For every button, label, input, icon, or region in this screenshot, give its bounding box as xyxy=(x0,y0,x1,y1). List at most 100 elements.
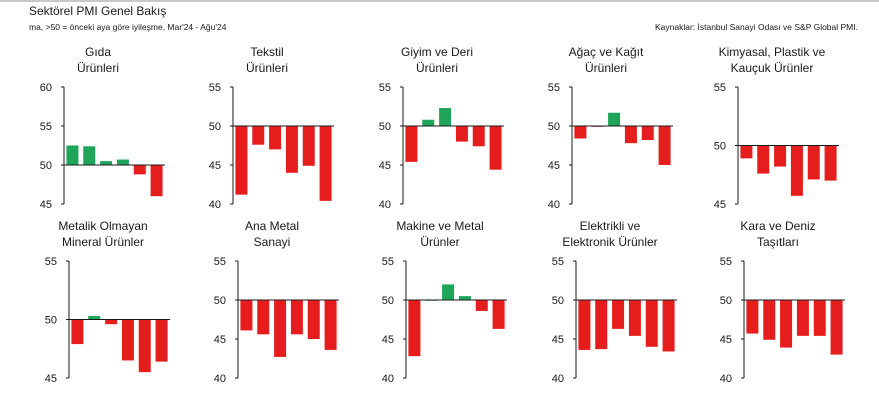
bar xyxy=(121,319,134,361)
bar xyxy=(740,145,753,159)
bar xyxy=(595,300,608,350)
bar xyxy=(422,119,435,126)
panel-title: Metalik Olmayan Mineral Ürünler xyxy=(58,219,148,249)
chart-panel-tekstil: Tekstil Ürünleri 40 45 50 55 xyxy=(197,44,367,219)
bar xyxy=(138,319,151,373)
bar xyxy=(757,145,770,174)
bar xyxy=(319,126,332,201)
chart-svg: 40 45 50 55 xyxy=(382,256,507,385)
chart-svg: 45 50 55 xyxy=(45,256,170,385)
y-tick-label: 45 xyxy=(382,334,394,346)
y-tick-label: 50 xyxy=(379,121,391,133)
chart-svg: 40 45 50 55 xyxy=(214,256,339,385)
bar xyxy=(608,112,621,126)
y-tick-label: 55 xyxy=(382,256,394,268)
chart-panel-kara-deniz: Kara ve Deniz Taşıtları 40 45 50 55 xyxy=(708,218,878,393)
bar xyxy=(624,126,637,144)
y-tick-label: 55 xyxy=(714,82,726,94)
panel-title: Ağaç ve Kağıt Ürünleri xyxy=(568,45,644,75)
y-tick-label: 50 xyxy=(548,121,560,133)
bar xyxy=(439,108,452,126)
y-tick-label: 60 xyxy=(40,82,52,94)
y-tick-label: 45 xyxy=(548,160,560,172)
y-tick-label: 55 xyxy=(45,256,57,268)
bar xyxy=(88,315,101,320)
panel-title: Makine ve Metal Ürünler xyxy=(396,219,484,249)
y-tick-label: 55 xyxy=(720,256,732,268)
chart-svg: 40 45 50 55 xyxy=(720,256,845,385)
bar xyxy=(813,300,826,336)
bar xyxy=(662,300,675,352)
y-tick-label: 45 xyxy=(209,160,221,172)
bar xyxy=(796,300,809,336)
y-tick-label: 55 xyxy=(548,82,560,94)
y-tick-label: 50 xyxy=(45,315,57,327)
bar xyxy=(274,300,287,357)
bar xyxy=(790,145,803,196)
bar xyxy=(302,126,315,166)
bar xyxy=(824,145,837,181)
chart-svg: 40 45 50 55 xyxy=(548,82,673,211)
page-subtitle: ma, >50 = önceki aya göre iyileşme, Mar'… xyxy=(29,22,227,32)
bar xyxy=(83,146,96,165)
bar xyxy=(641,126,654,141)
chart-panel-gida: Gıda Ürünleri 45 50 55 60 xyxy=(28,44,198,219)
y-tick-label: 55 xyxy=(214,256,226,268)
bar xyxy=(240,300,253,331)
y-tick-label: 45 xyxy=(714,199,726,211)
y-tick-label: 40 xyxy=(379,199,391,211)
bar xyxy=(774,145,787,167)
y-tick-label: 50 xyxy=(720,295,732,307)
chart-panel-elektrikli: Elektrikli ve Elektronik Ürünler 40 45 50 55 xyxy=(540,218,710,393)
chart-panel-agac-kagit: Ağaç ve Kağıt Ürünleri 40 45 50 55 xyxy=(536,44,706,219)
bar xyxy=(442,284,455,300)
y-tick-label: 55 xyxy=(209,82,221,94)
chart-svg: 45 50 55 xyxy=(714,82,839,211)
bar xyxy=(105,319,118,325)
top-rule xyxy=(0,0,879,2)
page-title: Sektörel PMI Genel Bakış xyxy=(29,4,167,18)
y-tick-label: 45 xyxy=(720,334,732,346)
bar xyxy=(252,126,265,145)
bar xyxy=(458,296,471,300)
bar xyxy=(307,300,320,339)
chart-panel-kimyasal: Kimyasal, Plastik ve Kauçuk Ürünler 45 50 55 xyxy=(702,44,872,219)
y-tick-label: 45 xyxy=(379,160,391,172)
y-tick-label: 50 xyxy=(214,295,226,307)
chart-panel-makine-metal: Makine ve Metal Ürünler 40 45 50 55 xyxy=(370,218,540,393)
bar xyxy=(100,161,113,165)
y-tick-label: 55 xyxy=(379,82,391,94)
y-tick-label: 45 xyxy=(552,334,564,346)
y-tick-label: 40 xyxy=(214,373,226,385)
bar xyxy=(257,300,270,335)
bar xyxy=(763,300,776,340)
y-tick-label: 55 xyxy=(40,121,52,133)
bar xyxy=(324,300,337,350)
panel-title: Giyim ve Deri Ürünleri xyxy=(400,45,473,75)
bar xyxy=(455,126,468,142)
panel-title: Ana Metal Sanayi xyxy=(244,219,300,249)
y-tick-label: 40 xyxy=(720,373,732,385)
chart-svg: 40 45 50 55 xyxy=(379,82,504,211)
bar xyxy=(155,319,168,362)
y-tick-label: 50 xyxy=(209,121,221,133)
bar xyxy=(807,145,820,180)
bar xyxy=(574,126,587,139)
bar xyxy=(71,319,84,345)
y-tick-label: 50 xyxy=(552,295,564,307)
bar xyxy=(628,300,641,336)
bar xyxy=(405,126,418,162)
bar xyxy=(612,300,625,329)
y-tick-label: 45 xyxy=(40,199,52,211)
bar xyxy=(408,300,421,357)
chart-panel-metalik-olmayan: Metalik Olmayan Mineral Ürünler 45 50 55 xyxy=(33,218,203,393)
chart-panel-ana-metal: Ana Metal Sanayi 40 45 50 55 xyxy=(202,218,372,393)
y-tick-label: 45 xyxy=(45,373,57,385)
bar xyxy=(235,126,248,195)
source-note: Kaynaklar: İstanbul Sanayi Odası ve S&P … xyxy=(654,22,858,32)
chart-svg: 45 50 55 60 xyxy=(40,82,165,211)
y-tick-label: 50 xyxy=(714,141,726,153)
chart-svg: 40 45 50 55 xyxy=(209,82,334,211)
bar xyxy=(645,300,658,347)
bar xyxy=(133,165,146,175)
